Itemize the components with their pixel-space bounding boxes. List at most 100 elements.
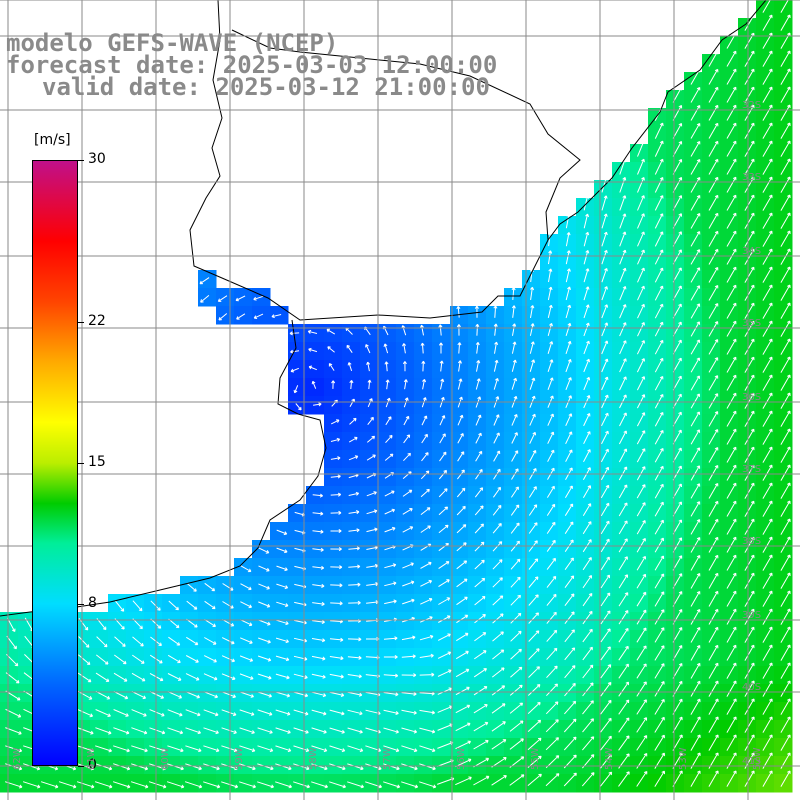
wind-arrow xyxy=(311,781,328,789)
wind-arrow xyxy=(95,654,109,665)
wind-arrow xyxy=(708,554,719,571)
wind-arrow xyxy=(618,556,628,571)
wind-arrow xyxy=(529,323,535,336)
wind-arrow xyxy=(726,716,737,733)
wind-arrow xyxy=(455,722,471,732)
wind-arrow xyxy=(58,781,77,789)
wind-arrow xyxy=(565,340,572,355)
wind-arrow xyxy=(545,719,559,733)
wind-arrow xyxy=(547,431,555,444)
wind-arrow xyxy=(582,736,595,751)
wind-arrow xyxy=(780,50,791,67)
wind-arrow xyxy=(600,664,612,679)
wind-arrow xyxy=(456,632,469,642)
wind-arrow xyxy=(708,104,719,121)
wind-arrow xyxy=(726,482,737,499)
wind-arrow xyxy=(311,691,327,698)
colorbar-tick-label: 22 xyxy=(88,312,106,329)
wind-arrow xyxy=(637,249,645,265)
wind-vector-field xyxy=(4,0,791,789)
wind-arrow xyxy=(455,668,470,678)
wind-arrow xyxy=(528,594,539,606)
wind-arrow xyxy=(455,758,472,768)
wind-arrow xyxy=(203,655,217,663)
wind-arrow xyxy=(690,447,701,463)
wind-arrow xyxy=(780,356,791,373)
wind-arrow xyxy=(601,195,608,211)
wind-arrow xyxy=(636,573,647,589)
wind-arrow xyxy=(365,344,371,354)
longitude-label: 62W xyxy=(12,747,23,770)
wind-arrow xyxy=(385,434,393,444)
wind-arrow xyxy=(239,673,254,680)
wind-arrow xyxy=(690,626,701,643)
wind-arrow xyxy=(708,644,719,661)
wind-arrow xyxy=(601,249,608,265)
wind-arrow xyxy=(762,680,773,697)
wind-arrow xyxy=(456,487,466,498)
wind-arrow xyxy=(654,321,664,337)
wind-arrow xyxy=(690,429,701,445)
wind-arrow xyxy=(780,410,791,427)
wind-arrow xyxy=(457,378,463,390)
wind-arrow xyxy=(509,684,523,696)
wind-arrow xyxy=(547,413,554,426)
wind-arrow xyxy=(654,573,665,589)
wind-arrow xyxy=(366,509,378,515)
wind-arrow xyxy=(744,482,755,499)
wind-arrow xyxy=(564,521,574,534)
wind-arrow xyxy=(218,313,228,321)
wind-arrow xyxy=(582,485,592,499)
wind-arrow xyxy=(654,645,665,661)
wind-arrow xyxy=(762,140,773,157)
wind-arrow xyxy=(511,287,516,300)
colorbar-tick-label: 30 xyxy=(88,151,106,167)
wind-arrow xyxy=(546,611,557,624)
wind-arrow xyxy=(184,781,203,789)
wind-arrow xyxy=(672,375,682,391)
wind-arrow xyxy=(654,231,664,247)
wind-arrow xyxy=(744,608,755,625)
wind-arrow xyxy=(311,727,327,734)
wind-arrow xyxy=(457,451,465,462)
wind-arrow xyxy=(420,488,430,498)
wind-arrow xyxy=(114,636,126,647)
wind-arrow xyxy=(619,412,627,427)
wind-arrow xyxy=(726,428,737,445)
wind-arrow xyxy=(527,719,542,732)
wind-arrow xyxy=(222,601,234,609)
wind-arrow xyxy=(726,698,737,715)
wind-arrow xyxy=(509,774,525,786)
wind-arrow xyxy=(257,673,272,680)
wind-arrow xyxy=(527,701,541,714)
wind-arrow xyxy=(690,194,701,211)
wind-arrow xyxy=(239,655,254,662)
wind-arrow xyxy=(726,86,737,103)
wind-arrow xyxy=(583,250,590,265)
wind-arrow xyxy=(347,674,362,679)
wind-arrow xyxy=(401,673,417,678)
wind-arrow xyxy=(77,654,91,665)
wind-arrow xyxy=(492,523,502,534)
wind-arrow xyxy=(402,489,413,497)
wind-arrow xyxy=(529,449,537,462)
wind-arrow xyxy=(168,600,179,611)
wind-arrow xyxy=(690,411,701,427)
wind-arrow xyxy=(690,608,701,625)
wind-arrow xyxy=(275,655,290,662)
wind-arrow xyxy=(744,212,755,229)
wind-arrow xyxy=(383,781,401,789)
wind-arrow xyxy=(167,691,183,699)
wind-arrow xyxy=(636,340,645,355)
wind-arrow xyxy=(203,709,219,717)
wind-arrow xyxy=(762,698,773,715)
wind-arrow xyxy=(330,601,343,606)
wind-arrow xyxy=(690,716,701,733)
wind-arrow xyxy=(762,500,773,517)
wind-arrow xyxy=(185,709,201,717)
wind-arrow xyxy=(77,672,92,683)
wind-arrow xyxy=(476,360,481,372)
wind-arrow xyxy=(204,600,216,610)
wind-arrow xyxy=(203,691,218,699)
wind-arrow xyxy=(474,505,484,516)
